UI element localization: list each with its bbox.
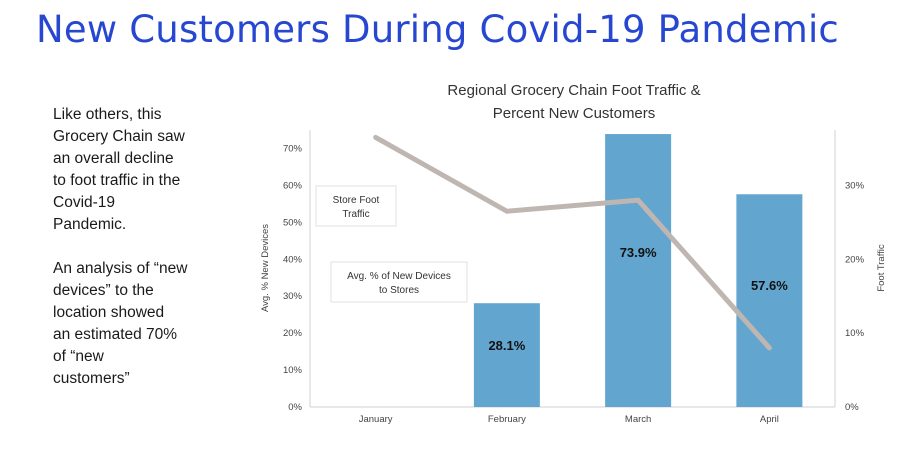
body-text: Like others, this Grocery Chain saw an o… <box>53 104 218 390</box>
annotation-text-new-devices: to Stores <box>379 285 419 296</box>
y-left-tick-label: 0% <box>288 402 302 413</box>
annotation-text-foot-traffic: Store Foot <box>333 195 380 206</box>
y-right-tick-label: 30% <box>845 180 865 191</box>
foot-traffic-point <box>767 346 771 350</box>
y-left-tick-label: 70% <box>283 143 303 154</box>
y-left-tick-label: 40% <box>283 254 303 265</box>
annotation-box-new-devices <box>330 261 468 303</box>
body-paragraph-2: An analysis of “new devices” to the loca… <box>53 260 188 387</box>
y-right-tick-label: 10% <box>845 328 865 339</box>
x-tick-label: April <box>760 414 779 425</box>
bar-data-label: 73.9% <box>620 245 657 260</box>
foot-traffic-point <box>636 198 640 202</box>
y-left-tick-label: 50% <box>283 217 303 228</box>
chart-title-line: Percent New Customers <box>493 105 656 122</box>
slide-title: New Customers During Covid-19 Pandemic <box>36 8 839 51</box>
bar <box>473 303 540 407</box>
annotation-box-foot-traffic <box>315 185 397 227</box>
foot-traffic-point <box>505 209 509 213</box>
x-tick-label: March <box>625 414 651 425</box>
bar-data-label: 28.1% <box>488 338 525 353</box>
x-tick-label: January <box>359 414 393 425</box>
y-right-axis-label: Foot Traffic <box>876 244 887 292</box>
y-left-tick-label: 10% <box>283 365 303 376</box>
y-left-axis-label: Avg. % New Devices <box>260 224 271 312</box>
foot-traffic-point <box>374 135 378 139</box>
annotation-text-foot-traffic: Traffic <box>342 209 369 220</box>
y-left-tick-label: 20% <box>283 328 303 339</box>
y-left-tick-label: 60% <box>283 180 303 191</box>
foot-traffic-line <box>373 134 772 351</box>
bar-data-label: 57.6% <box>751 278 788 293</box>
x-tick-label: February <box>488 414 526 425</box>
annotation-text-new-devices: Avg. % of New Devices <box>347 271 451 282</box>
chart-title-line: Regional Grocery Chain Foot Traffic & <box>447 82 700 99</box>
bar <box>736 194 803 407</box>
body-paragraph-1: Like others, this Grocery Chain saw an o… <box>53 106 185 233</box>
bar <box>605 134 672 407</box>
y-left-tick-label: 30% <box>283 291 303 302</box>
y-right-tick-label: 0% <box>845 402 859 413</box>
y-right-tick-label: 20% <box>845 254 865 265</box>
